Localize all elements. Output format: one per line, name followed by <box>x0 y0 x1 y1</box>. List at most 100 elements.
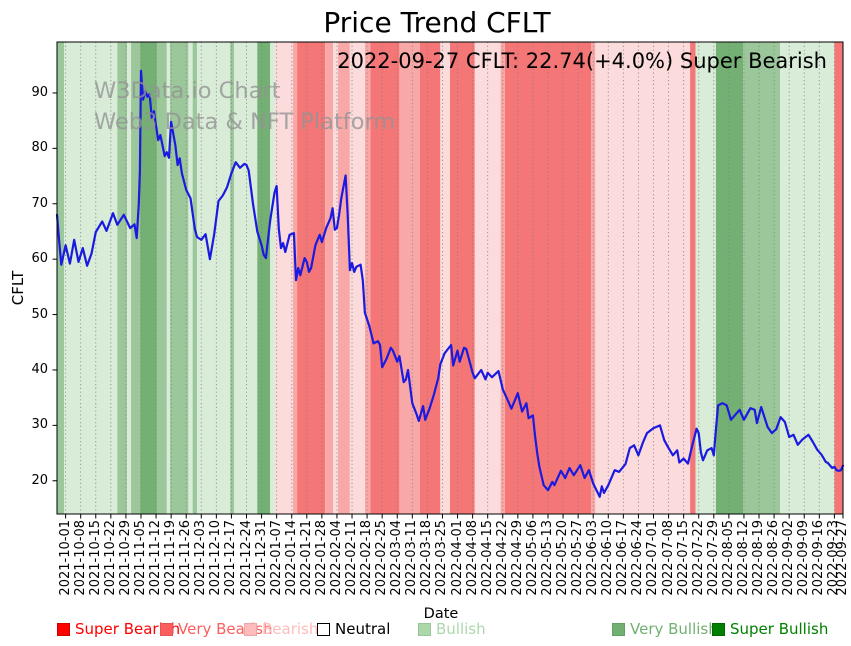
x-tick-label: 2022-07-29 <box>705 520 721 596</box>
x-tick-label: 2021-11-12 <box>148 520 164 596</box>
x-tick-label: 2022-08-12 <box>735 520 751 596</box>
bearish-swatch <box>244 622 257 636</box>
x-tick-label: 2022-01-21 <box>298 520 314 596</box>
sentiment-band <box>715 42 744 514</box>
bullish-swatch <box>418 622 431 636</box>
sentiment-band <box>780 42 835 514</box>
x-tick-label: 2022-02-04 <box>328 520 344 596</box>
x-tick-label: 2022-04-15 <box>479 520 495 596</box>
x-tick-label: 2021-10-29 <box>117 520 133 596</box>
sentiment-band <box>370 42 400 514</box>
legend: Super Bearish Very Bearish Bearish Neutral B… <box>0 620 851 644</box>
sentiment-band <box>126 42 132 514</box>
x-tick-label: 2022-08-26 <box>766 520 782 596</box>
sentiment-band <box>270 42 275 514</box>
sentiment-band <box>695 42 716 514</box>
sentiment-band <box>257 42 271 514</box>
watermark-line1: W3Data.io Chart <box>94 78 281 104</box>
y-tick-label: 80 <box>31 140 48 156</box>
x-tick-label: 2022-05-13 <box>539 520 555 596</box>
x-tick-label: 2021-11-19 <box>163 520 179 596</box>
watermark-line2: Web3 Data & NFT Platform <box>94 109 396 135</box>
y-tick-label: 20 <box>31 472 48 488</box>
x-tick-label: 2021-10-01 <box>57 520 73 596</box>
x-tick-label: 2022-03-11 <box>404 520 420 596</box>
x-tick-label: 2022-04-01 <box>449 520 465 596</box>
sentiment-band <box>170 42 189 514</box>
sentiment-band <box>156 42 167 514</box>
legend-item-bearish: Bearish <box>244 620 318 638</box>
x-tick-label: 2022-06-10 <box>600 520 616 596</box>
neutral-swatch <box>317 622 330 636</box>
x-tick-label: 2021-12-31 <box>253 520 269 596</box>
x-tick-label: 2021-10-22 <box>102 520 118 596</box>
sentiment-band <box>234 42 258 514</box>
sentiment-band <box>166 42 171 514</box>
y-tick-label: 70 <box>31 195 48 211</box>
very-bearish-swatch <box>160 622 173 636</box>
x-tick-label: 2021-12-03 <box>193 520 209 596</box>
sentiment-band <box>364 42 371 514</box>
watermark: W3Data.io Chart Web3 Data & NFT Platform <box>94 76 395 138</box>
sentiment-band <box>192 42 197 514</box>
y-tick-label: 40 <box>31 361 48 377</box>
x-tick-label: 2022-07-22 <box>690 520 706 596</box>
sentiment-band <box>349 42 365 514</box>
sentiment-band <box>274 42 294 514</box>
sentiment-band <box>117 42 127 514</box>
x-tick-label: 2022-08-05 <box>720 520 736 596</box>
sentiment-band <box>57 42 65 514</box>
sentiment-band <box>230 42 235 514</box>
sentiment-band <box>338 42 350 514</box>
x-tick-label: 2022-06-24 <box>630 520 646 596</box>
x-tick-label: 2022-01-28 <box>313 520 329 596</box>
sentiment-band <box>440 42 450 514</box>
last-price-annotation: 2022-09-27 CFLT: 22.74(+4.0%) Super Bear… <box>337 49 827 73</box>
sentiment-band <box>399 42 420 514</box>
legend-label: Very Bullish <box>630 620 718 638</box>
x-tick-label: 2022-03-25 <box>434 520 450 596</box>
x-tick-label: 2022-04-22 <box>494 520 510 596</box>
x-tick-label: 2021-11-26 <box>178 520 194 596</box>
x-tick-label: 2022-08-19 <box>751 520 767 596</box>
x-tick-label: 2021-12-24 <box>238 520 254 596</box>
x-tick-label: 2022-07-15 <box>675 520 691 596</box>
y-axis-label: CFLT <box>9 270 27 306</box>
legend-label: Bearish <box>262 620 319 638</box>
x-tick-label: 2021-12-17 <box>223 520 239 596</box>
sentiment-band <box>188 42 193 514</box>
y-tick-label: 30 <box>31 417 48 433</box>
x-tick-label: 2022-02-18 <box>359 520 375 596</box>
x-tick-label: 2022-02-11 <box>344 520 360 596</box>
x-tick-label: 2021-10-08 <box>72 520 88 596</box>
x-tick-label: 2022-07-01 <box>645 520 661 596</box>
x-tick-label: 2021-11-05 <box>132 520 148 596</box>
x-tick-label: 2022-09-02 <box>781 520 797 596</box>
sentiment-band <box>834 42 843 514</box>
x-tick-label: 2022-03-18 <box>419 520 435 596</box>
legend-item-very-bullish: Very Bullish <box>612 620 718 638</box>
x-tick-label: 2022-09-09 <box>796 520 812 596</box>
x-tick-label: 2022-01-14 <box>283 520 299 596</box>
x-tick-label: 2022-05-06 <box>524 520 540 596</box>
sentiment-band <box>419 42 441 514</box>
x-tick-label: 2022-02-25 <box>374 520 390 596</box>
legend-item-bullish: Bullish <box>418 620 486 638</box>
sentiment-band <box>64 42 118 514</box>
y-tick-label: 50 <box>31 306 48 322</box>
price-line <box>55 69 845 498</box>
very-bullish-swatch <box>612 622 625 636</box>
sentiment-band <box>450 42 475 514</box>
x-tick-label: 2022-09-27 <box>835 520 850 596</box>
x-tick-label: 2022-04-08 <box>464 520 480 596</box>
x-tick-label: 2022-06-17 <box>615 520 631 596</box>
x-tick-label: 2022-01-07 <box>268 520 284 596</box>
x-tick-label: 2021-10-15 <box>87 520 103 596</box>
legend-label: Super Bullish <box>730 620 829 638</box>
x-axis-label: Date <box>423 606 459 622</box>
sentiment-band <box>690 42 696 514</box>
y-tick-label: 60 <box>31 251 48 267</box>
legend-label: Bullish <box>436 620 486 638</box>
sentiment-band <box>333 42 339 514</box>
plot-border <box>56 41 844 515</box>
